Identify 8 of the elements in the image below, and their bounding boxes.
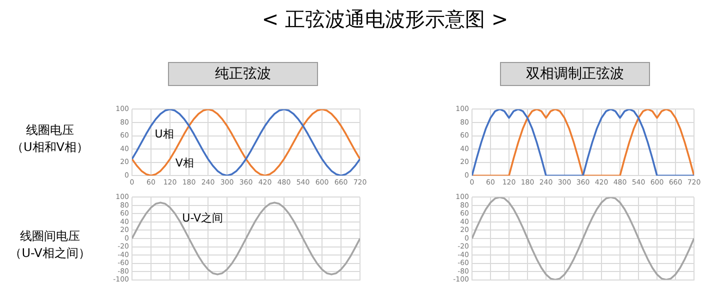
chart-subtitle: 双相调制正弦波 — [500, 62, 650, 86]
series-label: V相 — [175, 156, 194, 170]
chart-subtitle: 纯正弦波 — [168, 62, 318, 86]
y-axis-title: 线圈间电压（U-V相之间） — [8, 228, 92, 262]
chart-title: < 正弦波通电波形示意图 > — [260, 6, 510, 33]
y-axis-title: 线圈电压（U相和V相） — [10, 122, 90, 156]
series-label: U-V之间 — [182, 212, 224, 225]
series-label: U相 — [154, 127, 174, 140]
